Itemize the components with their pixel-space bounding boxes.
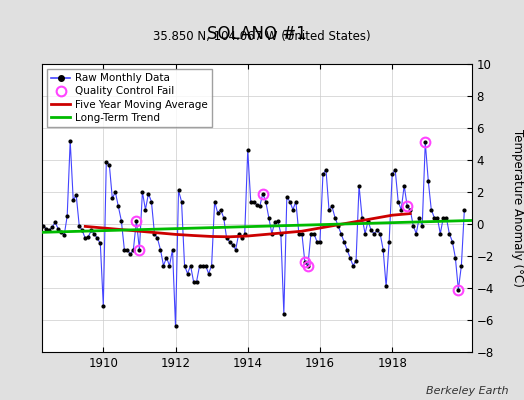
Text: 35.850 N, 104.067 W (United States): 35.850 N, 104.067 W (United States)	[153, 30, 371, 43]
Text: Berkeley Earth: Berkeley Earth	[426, 386, 508, 396]
Y-axis label: Temperature Anomaly (°C): Temperature Anomaly (°C)	[510, 129, 523, 287]
Legend: Raw Monthly Data, Quality Control Fail, Five Year Moving Average, Long-Term Tren: Raw Monthly Data, Quality Control Fail, …	[47, 69, 212, 127]
Title: SOLANO #1: SOLANO #1	[207, 25, 307, 43]
